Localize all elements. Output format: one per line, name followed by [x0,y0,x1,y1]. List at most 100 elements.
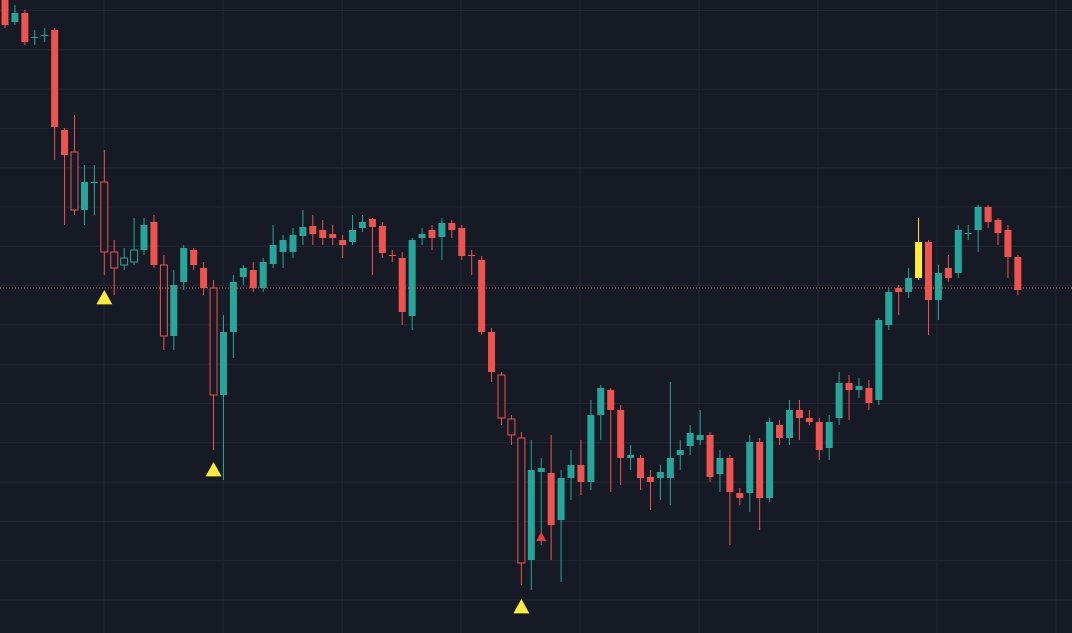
candle-body [686,433,694,446]
candle-body [339,240,347,245]
candle-body [815,422,823,450]
candle-body [517,437,526,564]
candle-body [825,422,833,448]
candle-body [944,268,952,278]
candle-body [785,410,793,438]
candle-body [805,418,813,422]
candle-body [716,458,724,474]
candle-body [964,233,972,234]
candle-body [349,230,357,242]
candle-body [527,470,535,560]
candle-body [478,260,486,332]
candle-body [388,255,396,256]
candle-body [378,226,386,253]
candle-body [428,230,436,238]
candle-body [795,410,803,418]
candle-body [696,435,704,440]
candle-body [140,225,148,250]
candle-body [537,468,545,472]
candle-body [468,255,476,256]
candle-body [229,282,237,332]
candle-body [577,465,585,482]
candle-body [567,465,575,478]
candle-body [200,268,208,288]
candle-body [597,388,605,415]
candle-body [358,222,366,228]
candle-body [239,268,247,277]
candle-body [646,477,654,482]
candle-body [994,220,1002,233]
candle-body [21,13,29,42]
candle-body [130,249,139,263]
candle-body [587,415,595,482]
candle-body [835,383,843,418]
candle-body [180,248,188,282]
candle-body [90,182,98,183]
candle-body [756,442,764,498]
candle-body [418,234,426,238]
candle-body [666,458,674,478]
candle-body [170,285,178,336]
candle-body [637,458,645,478]
candle-body [905,278,913,292]
candle-body [557,478,565,520]
candle-body [309,226,317,234]
candle-body [219,332,227,395]
candle-body [1,0,9,25]
candle-body [209,287,218,396]
candle-body [895,288,903,292]
candle-body [497,374,506,419]
candle-body [319,230,327,238]
candle-body [398,258,406,312]
candle-body [885,292,893,325]
candle-body [776,425,784,438]
candle-body [855,386,863,390]
candle-body [627,455,635,458]
candle-body [656,472,664,478]
signal-marker [96,290,113,305]
candle-body [845,383,853,390]
candle-body [915,242,923,278]
candle-body [547,473,555,525]
signal-marker [513,599,530,614]
candle-body [676,450,684,455]
candle-body [875,320,883,400]
candle-body [159,264,168,337]
candle-body [150,222,158,265]
candle-body [746,442,754,493]
candle-body [924,242,932,300]
candle-body [974,207,982,230]
signal-marker [205,462,222,477]
candle-body [368,219,376,227]
candle-body [766,422,774,498]
candle-body [438,223,446,237]
candle-body [736,493,744,498]
candle-body [408,240,416,316]
candle-body [448,223,456,230]
candle-body [984,207,992,222]
candle-body [120,257,129,266]
candle-body [458,228,466,256]
candle-body [289,235,297,252]
candle-body [1004,230,1012,257]
candle-body [1014,257,1022,290]
candle-body [934,273,942,300]
plot-area [0,0,1072,614]
candle-body [607,390,615,410]
candle-body [110,251,119,269]
candle-body [31,37,39,38]
candle-body [249,270,257,288]
candle-body [299,227,307,236]
candle-body [61,130,69,155]
candle-body [488,332,496,372]
candle-body [41,35,49,36]
candle-body [507,418,516,436]
candle-body [51,30,59,127]
candle-body [70,151,79,211]
candle-body [617,410,625,458]
signal-marker [536,532,547,541]
